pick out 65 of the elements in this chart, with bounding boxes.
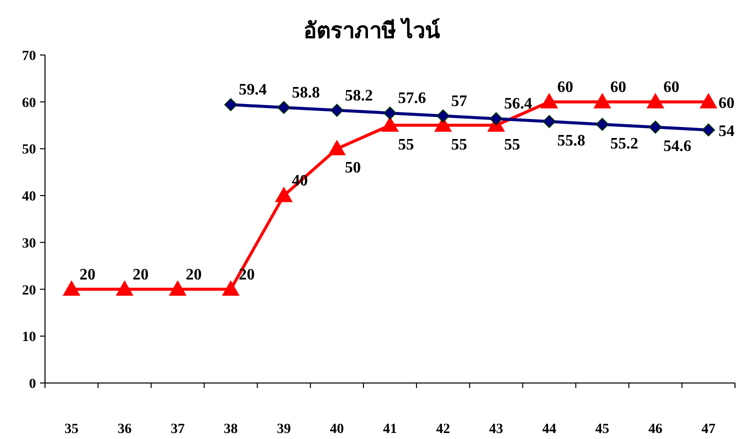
point (594, 93, 611, 108)
x-tick-label: 46 (648, 422, 662, 437)
data-label: 60 (663, 78, 680, 96)
x-tick-label: 35 (64, 422, 79, 437)
data-label: 55 (504, 136, 520, 154)
y-tick-label: 60 (22, 96, 36, 111)
point (116, 280, 134, 296)
data-label: 60 (718, 94, 734, 112)
point (700, 93, 717, 108)
point (224, 98, 238, 112)
point (63, 280, 80, 296)
data-label: 54.6 (663, 138, 692, 156)
data-label: 57 (451, 92, 468, 110)
x-tick-label: 41 (383, 422, 397, 437)
point (169, 280, 186, 296)
data-label: 58.8 (292, 84, 320, 102)
y-tick-label: 20 (22, 283, 36, 298)
data-label: 54 (718, 122, 734, 140)
y-tick-label: 70 (22, 49, 36, 64)
point (330, 104, 344, 117)
point (646, 93, 664, 108)
y-tick-label: 0 (29, 377, 36, 392)
title: อัตราภาษี ไวน์ (303, 18, 440, 43)
point (384, 106, 396, 120)
data-label: 59.4 (238, 82, 267, 99)
point (540, 93, 558, 108)
x-tick-label: 42 (436, 422, 450, 437)
data-label: 55.2 (610, 135, 638, 152)
x-tick-label: 37 (170, 422, 185, 437)
data-label: 20 (132, 266, 149, 284)
point (275, 187, 292, 202)
data-label: 58.2 (344, 87, 373, 104)
data-label: 20 (186, 266, 202, 284)
data-label: 56.4 (504, 96, 532, 113)
point (277, 100, 290, 114)
point (382, 116, 398, 132)
data-label: 20 (238, 266, 255, 284)
point (648, 120, 662, 134)
y-tick-label: 50 (22, 142, 36, 158)
x-tick-label: 40 (330, 422, 344, 437)
data-label: 55.8 (557, 132, 586, 150)
y-tick-label: 10 (22, 330, 36, 346)
data-label: 60 (557, 78, 574, 96)
data-label: 50 (344, 160, 361, 177)
point (542, 115, 556, 128)
point (702, 123, 715, 136)
x-tick-label: 38 (224, 422, 238, 437)
data-label: 60 (610, 78, 626, 96)
y-tick-label: 40 (22, 190, 36, 205)
data-label: 57.6 (398, 90, 426, 108)
x-tick-label: 43 (489, 422, 504, 437)
x-tick-label: 45 (595, 422, 610, 437)
x-tick-label: 39 (276, 422, 291, 437)
data-label: 55 (451, 136, 468, 154)
y-tick-label: 30 (22, 236, 36, 252)
point (490, 112, 503, 126)
data-label: 55 (398, 136, 414, 154)
x-tick-label: 36 (118, 422, 132, 437)
point (596, 118, 609, 131)
point (328, 140, 346, 156)
x-tick-label: 47 (701, 422, 716, 437)
point (222, 280, 240, 296)
point (436, 109, 450, 122)
data-label: 20 (80, 266, 96, 284)
x-tick-label: 44 (542, 422, 556, 437)
